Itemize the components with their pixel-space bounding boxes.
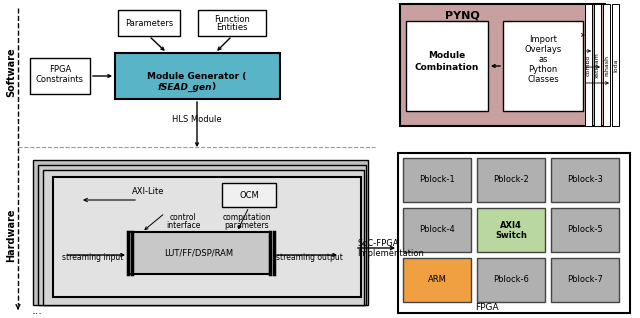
Text: Pblock-4: Pblock-4 — [419, 225, 455, 234]
Text: SoC-FPGA: SoC-FPGA — [357, 239, 399, 248]
Text: FPGA: FPGA — [475, 303, 499, 313]
Bar — [53, 177, 361, 297]
Text: PYNQ: PYNQ — [445, 11, 479, 21]
Bar — [400, 155, 628, 311]
Text: as: as — [538, 56, 548, 65]
Bar — [551, 258, 619, 302]
Text: Constraints: Constraints — [36, 75, 84, 85]
Bar — [477, 208, 545, 252]
Bar — [551, 208, 619, 252]
Text: Pblock-7: Pblock-7 — [567, 275, 603, 285]
Text: ): ) — [211, 82, 215, 92]
Text: fSEAD_gen: fSEAD_gen — [157, 82, 212, 92]
Bar — [477, 258, 545, 302]
Text: computation: computation — [223, 212, 271, 222]
Text: AXI4: AXI4 — [500, 220, 522, 230]
Bar — [222, 183, 276, 207]
Bar — [43, 170, 364, 305]
Text: ...: ... — [31, 306, 42, 316]
Text: Switch: Switch — [495, 232, 527, 240]
Bar — [403, 258, 471, 302]
Text: rshash: rshash — [604, 54, 609, 75]
Text: FPGA: FPGA — [49, 66, 71, 74]
Text: streaming input: streaming input — [62, 253, 124, 262]
Text: Software: Software — [6, 47, 16, 97]
Bar — [403, 158, 471, 202]
Bar — [400, 4, 605, 126]
Bar — [30, 58, 90, 94]
Bar — [398, 153, 630, 313]
Text: control: control — [170, 212, 196, 222]
Text: AXI-Lite: AXI-Lite — [132, 188, 164, 197]
Text: Pblock-6: Pblock-6 — [493, 275, 529, 285]
Text: streaming output: streaming output — [276, 253, 342, 262]
Text: Module Generator (: Module Generator ( — [147, 72, 246, 80]
Bar — [33, 160, 368, 305]
Text: Classes: Classes — [527, 75, 559, 85]
Text: Pblock-5: Pblock-5 — [567, 225, 603, 234]
Text: OCM: OCM — [239, 190, 259, 199]
Text: parameters: parameters — [225, 220, 269, 230]
Text: LUT/FF/DSP/RAM: LUT/FF/DSP/RAM — [164, 248, 234, 258]
Text: combo: combo — [586, 54, 591, 76]
Text: Overlays: Overlays — [524, 45, 562, 54]
Text: Pblock-2: Pblock-2 — [493, 176, 529, 184]
Bar — [612, 4, 619, 126]
Text: Pblock-1: Pblock-1 — [419, 176, 455, 184]
Bar — [38, 165, 366, 305]
Bar — [118, 10, 180, 36]
Bar — [503, 21, 583, 111]
Bar — [603, 4, 610, 126]
Text: HLS Module: HLS Module — [172, 115, 222, 125]
Text: Import: Import — [529, 36, 557, 45]
Text: Python: Python — [529, 66, 557, 74]
Bar — [406, 21, 488, 111]
Text: Module: Module — [428, 52, 466, 60]
Text: loda: loda — [613, 58, 618, 72]
Text: Combination: Combination — [415, 63, 479, 72]
Bar — [594, 4, 601, 126]
Bar — [477, 158, 545, 202]
Text: Hardware: Hardware — [6, 208, 16, 262]
Bar — [551, 158, 619, 202]
Text: interface: interface — [166, 220, 200, 230]
Bar — [585, 4, 592, 126]
Text: Entities: Entities — [216, 24, 248, 32]
Bar — [198, 10, 266, 36]
Text: Pblock-3: Pblock-3 — [567, 176, 603, 184]
Text: Implementation: Implementation — [357, 248, 424, 258]
Text: Parameters: Parameters — [125, 18, 173, 27]
Text: Function: Function — [214, 15, 250, 24]
Bar — [403, 208, 471, 252]
Text: ARM: ARM — [428, 275, 447, 285]
Bar — [115, 53, 280, 99]
Text: xstream: xstream — [595, 52, 600, 78]
Bar — [128, 232, 270, 274]
